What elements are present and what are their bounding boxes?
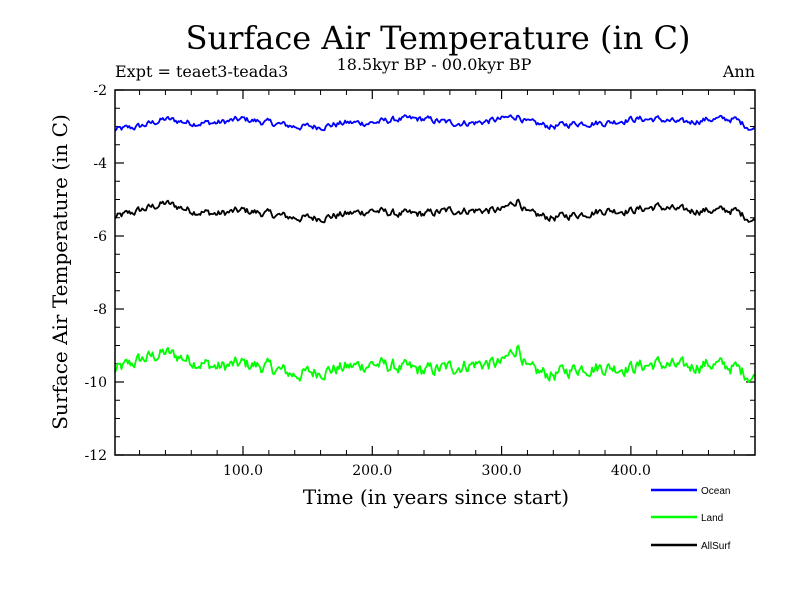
x-tick-label: 200.0	[352, 463, 392, 479]
legend-label-ocean: Ocean	[701, 486, 730, 497]
y-axis-label: Surface Air Temperature (in C)	[48, 114, 72, 430]
y-tick-label: -4	[93, 156, 107, 172]
x-tick-label: 300.0	[482, 463, 522, 479]
legend-label-land: Land	[701, 513, 723, 524]
y-tick-label: -6	[93, 229, 107, 245]
legend-label-allsurf: AllSurf	[701, 541, 731, 552]
series-line-ocean	[114, 114, 756, 132]
x-tick-label: 100.0	[223, 463, 263, 479]
series-line-allsurf	[114, 198, 756, 224]
chart-subtitle: 18.5kyr BP - 00.0kyr BP	[337, 55, 532, 74]
season-label: Ann	[722, 62, 755, 81]
series-line-land	[114, 344, 756, 383]
experiment-label: Expt = teaet3-teada3	[115, 62, 288, 81]
y-tick-label: -10	[84, 375, 107, 391]
plot-frame	[114, 89, 756, 456]
y-tick-label: -12	[84, 448, 107, 464]
chart-title: Surface Air Temperature (in C)	[186, 19, 691, 57]
x-tick-label: 400.0	[611, 463, 651, 479]
series-lines	[114, 114, 756, 383]
legend: Ocean Land AllSurf	[651, 486, 731, 552]
x-axis-label: Time (in years since start)	[303, 485, 569, 509]
y-tick-label: -8	[93, 302, 107, 318]
y-tick-label: -2	[93, 83, 107, 99]
